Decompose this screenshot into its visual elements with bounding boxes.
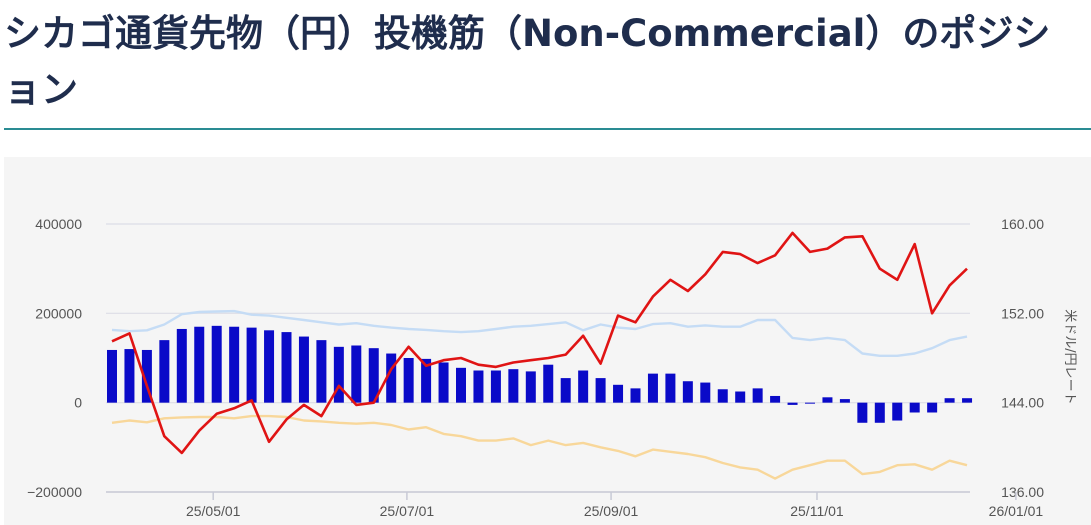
bar [665, 373, 676, 403]
bar [508, 369, 519, 403]
bar [368, 348, 379, 403]
bar [560, 378, 571, 403]
bar [281, 332, 292, 403]
y2-tick-label: 160.00 [1001, 216, 1044, 232]
bar [962, 398, 973, 403]
bar [438, 362, 449, 403]
x-tick-label: 25/11/01 [790, 503, 844, 519]
bar [351, 345, 362, 403]
bar [857, 402, 868, 423]
bar [421, 358, 432, 403]
bar [647, 373, 658, 403]
y2-tick-label: 144.00 [1001, 395, 1044, 411]
bar [298, 336, 309, 403]
bar [211, 325, 222, 403]
x-tick-label: 25/05/01 [186, 503, 241, 519]
x-tick-label: 26/01/01 [989, 503, 1044, 519]
y2-axis-title: 米ドル/円レート [1062, 309, 1077, 404]
bar [264, 330, 275, 403]
bar [473, 370, 484, 403]
bar [787, 402, 798, 405]
bar [613, 384, 624, 403]
y-tick-label: −200000 [27, 484, 82, 500]
bar [333, 346, 344, 403]
page-title: シカゴ通貨先物（円）投機筋（Non-Commercial）のポジション [4, 12, 1051, 111]
y-tick-label: 400000 [35, 216, 82, 232]
bar [525, 371, 536, 403]
bar [176, 328, 187, 403]
bar [316, 340, 327, 403]
usdjpy-rate-line [111, 231, 968, 455]
x-tick-label: 25/09/01 [584, 503, 639, 519]
bar [822, 397, 833, 403]
bar [682, 381, 693, 403]
bar [700, 382, 711, 403]
y-tick-label: 200000 [35, 305, 82, 321]
bar [735, 391, 746, 403]
bar [194, 326, 205, 403]
bar [944, 398, 955, 403]
x-tick-label: 25/07/01 [380, 503, 435, 519]
short-position-line [111, 414, 968, 480]
bar [892, 402, 903, 421]
position-chart: 400000 160.00 200000 152.00 0 144.00 −200000 13… [27, 216, 1077, 519]
bar [124, 349, 135, 403]
bar [717, 389, 728, 403]
bar [630, 388, 641, 403]
bar [839, 399, 850, 403]
bar [141, 349, 152, 403]
bar [386, 353, 397, 403]
bar [403, 358, 414, 403]
y2-tick-label: 152.00 [1001, 305, 1044, 321]
bar [752, 388, 763, 403]
bar [107, 349, 117, 403]
net-position-bars [107, 325, 973, 423]
bar [246, 327, 257, 403]
bar [543, 364, 554, 403]
bar [595, 378, 606, 403]
bar [927, 402, 938, 413]
bar [229, 326, 240, 403]
bar [909, 402, 920, 413]
chart-panel: 400000 160.00 200000 152.00 0 144.00 −200000 13… [4, 157, 1091, 525]
bar [456, 367, 466, 403]
bar [578, 370, 589, 403]
y2-tick-label: 136.00 [1001, 484, 1044, 500]
long-position-line [111, 309, 968, 358]
title-divider [4, 128, 1091, 130]
bar [490, 370, 501, 403]
y-tick-label: 0 [74, 395, 82, 411]
bar [874, 402, 885, 423]
bar [159, 340, 170, 403]
bar [805, 402, 815, 404]
bar [770, 395, 781, 403]
